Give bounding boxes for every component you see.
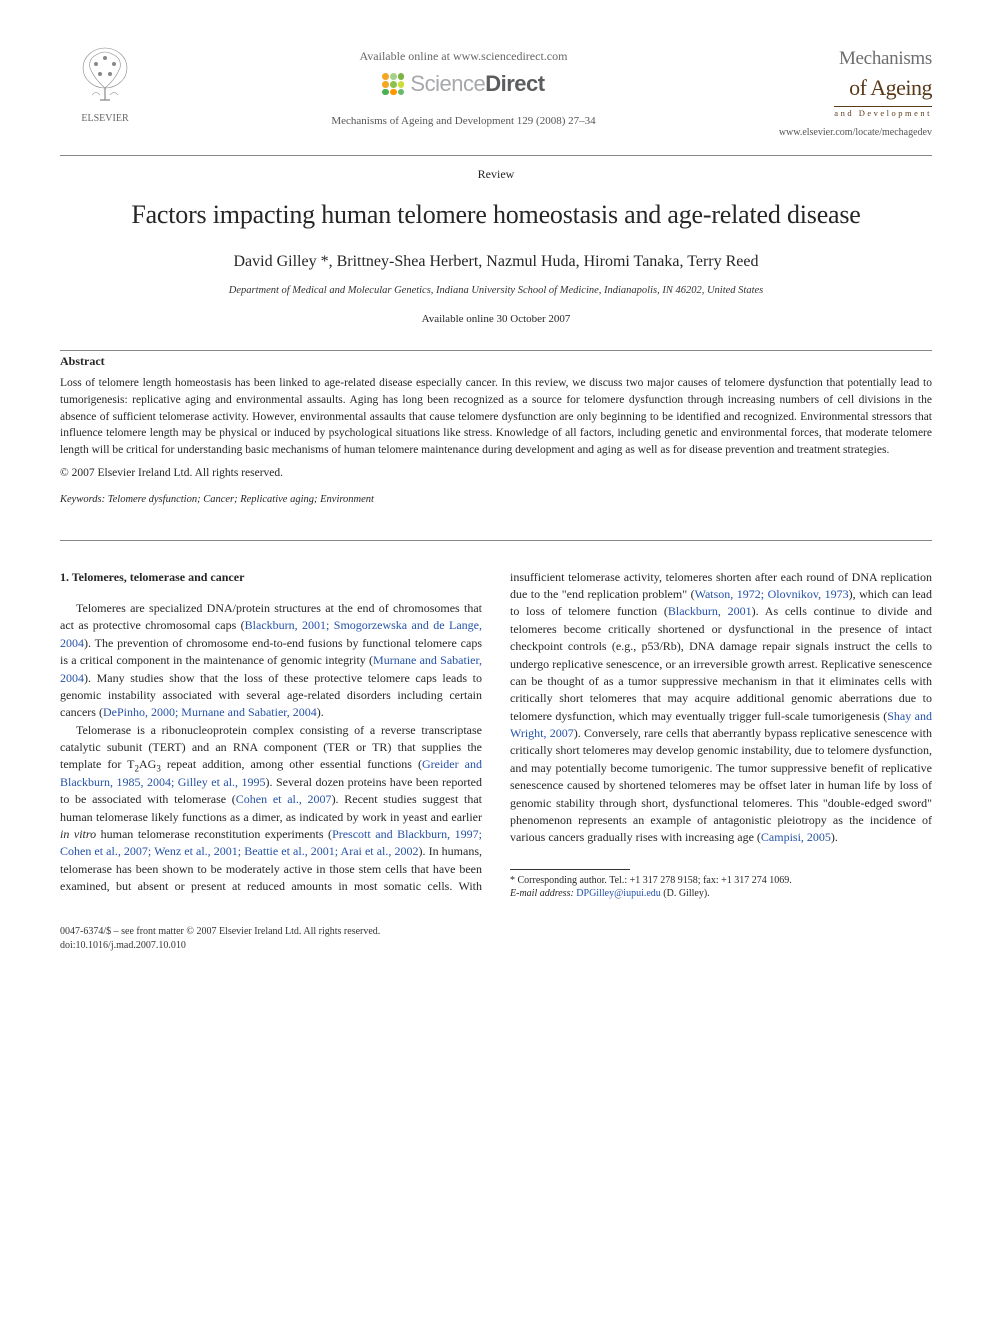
author-list: David Gilley *, Brittney-Shea Herbert, N… [60, 251, 932, 273]
affiliation: Department of Medical and Molecular Gene… [60, 284, 932, 299]
email-link[interactable]: DPGilley@iupui.edu [574, 888, 661, 899]
journal-locate-url: www.elsevier.com/locate/mechagedev [777, 126, 932, 140]
abstract-heading: Abstract [60, 353, 932, 370]
center-header: Available online at www.sciencedirect.co… [150, 40, 777, 147]
journal-reference: Mechanisms of Ageing and Development 129… [150, 114, 777, 129]
journal-name-line1: Mechanisms [777, 46, 932, 73]
sciencedirect-dots-icon [382, 73, 404, 95]
page-footer: 0047-6374/$ – see front matter © 2007 El… [60, 925, 932, 953]
available-online-text: Available online at www.sciencedirect.co… [150, 48, 777, 65]
citation-link[interactable]: Wenz et al., 2001; Beattie et al., 2001;… [154, 844, 418, 858]
footer-left: 0047-6374/$ – see front matter © 2007 El… [60, 925, 380, 953]
citation-link[interactable]: Blackburn, 2001 [668, 604, 752, 618]
abstract-text: Loss of telomere length homeostasis has … [60, 375, 932, 458]
citation-link[interactable]: DePinho, 2000; Murnane and Sabatier, 200… [103, 705, 317, 719]
journal-masthead: Mechanisms of Ageing and Development www… [777, 40, 932, 140]
available-date: Available online 30 October 2007 [60, 312, 932, 327]
footnote-separator [510, 869, 630, 870]
citation-link[interactable]: Cohen et al., 2007 [236, 792, 332, 806]
sciencedirect-text: ScienceDirect [410, 69, 544, 100]
elsevier-logo: ELSEVIER [60, 40, 150, 126]
sciencedirect-logo: ScienceDirect [150, 69, 777, 100]
article-title: Factors impacting human telomere homeost… [60, 197, 932, 233]
corresponding-author-footnote: * Corresponding author. Tel.: +1 317 278… [510, 874, 932, 901]
journal-name-line2: of Ageing [777, 73, 932, 104]
abstract-block: Abstract Loss of telomere length homeost… [60, 353, 932, 522]
header-rule [60, 155, 932, 156]
section-1-heading: 1. Telomeres, telomerase and cancer [60, 569, 482, 586]
page-header: ELSEVIER Available online at www.science… [60, 40, 932, 147]
journal-name-line3: and Development [834, 106, 932, 120]
abstract-bottom-rule [60, 540, 932, 541]
citation-link[interactable]: Campisi, 2005 [761, 830, 831, 844]
keywords: Keywords: Telomere dysfunction; Cancer; … [60, 493, 932, 522]
abstract-top-rule [60, 350, 932, 351]
article-body: 1. Telomeres, telomerase and cancer Telo… [60, 569, 932, 901]
article-type: Review [60, 166, 932, 183]
body-paragraph-1: Telomeres are specialized DNA/protein st… [60, 600, 482, 722]
abstract-copyright: © 2007 Elsevier Ireland Ltd. All rights … [60, 465, 932, 481]
elsevier-tree-icon [70, 40, 140, 110]
elsevier-label: ELSEVIER [60, 112, 150, 126]
citation-link[interactable]: Watson, 1972; Olovnikov, 1973 [695, 587, 849, 601]
